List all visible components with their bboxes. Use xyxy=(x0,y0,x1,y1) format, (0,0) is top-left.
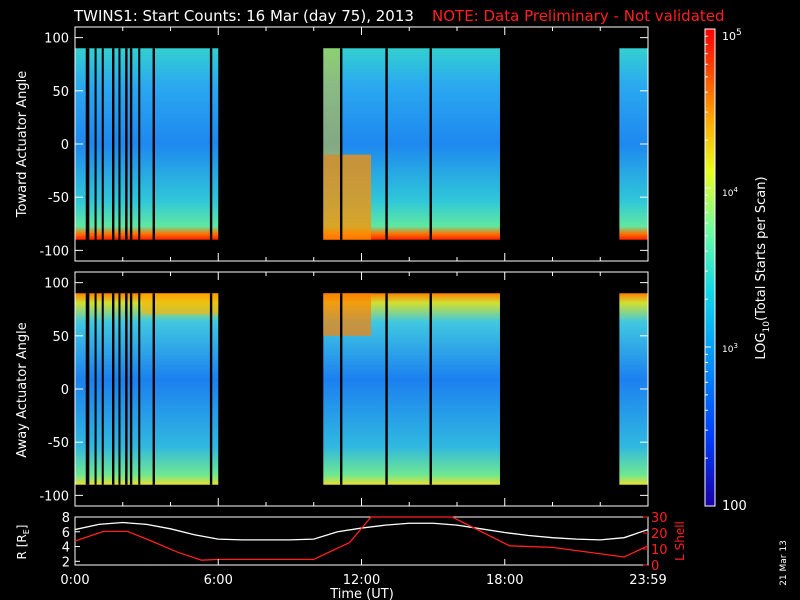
orbit-y-label-sub: E xyxy=(22,529,31,534)
x-tick-label: 23:59 xyxy=(629,573,666,588)
data-gap xyxy=(429,48,432,240)
toward-y-label: Toward Actuator Angle xyxy=(15,71,30,218)
colorbar-low-label: 103 xyxy=(722,342,738,355)
x-axis-label: Time (UT) xyxy=(329,587,394,600)
orbit-line-lshell xyxy=(74,516,649,561)
figure-title: TWINS1: Start Counts: 16 Mar (day 75), 2… xyxy=(73,7,414,25)
orbit-y2-tick-label: 0 xyxy=(651,559,659,574)
event-overlay xyxy=(323,293,372,336)
toward-heatmap xyxy=(75,48,648,240)
colorbar-bottom-label: 100 xyxy=(722,499,747,514)
data-gap xyxy=(118,293,121,485)
colorbar-scale xyxy=(704,28,716,507)
colorbar-ticks xyxy=(705,35,711,507)
preliminary-note: NOTE: Data Preliminary - Not validated xyxy=(432,7,725,25)
data-gap xyxy=(340,293,343,485)
data-gap xyxy=(385,48,388,240)
date-stamp: 21 Mar 13 xyxy=(779,540,789,586)
orbit-y2-tick-label: 10 xyxy=(651,543,668,558)
orbit-y2-tick-label: 20 xyxy=(651,527,668,542)
data-gap xyxy=(385,293,388,485)
colorbar-title: LOG10(Total Starts per Scan) xyxy=(754,176,772,359)
data-gap xyxy=(112,293,115,485)
data-gap xyxy=(85,293,90,485)
y-tick-label: -50 xyxy=(48,436,69,451)
toward-y-axis: 100 50 0 -50 -100 xyxy=(39,27,649,261)
data-gap xyxy=(129,293,133,485)
x-tick-label: 0:00 xyxy=(60,573,89,588)
orbit-y-label-close: ] xyxy=(15,525,29,530)
data-gap xyxy=(94,48,97,240)
y-tick-label: 50 xyxy=(52,85,69,100)
away-y-label: Away Actuator Angle xyxy=(15,322,30,457)
y-tick-label: 100 xyxy=(44,32,69,47)
colorbar-mid-label: 104 xyxy=(722,186,738,199)
data-interval-block xyxy=(75,48,219,240)
away-heatmap xyxy=(75,293,648,485)
data-gap xyxy=(429,293,432,485)
orbit-y2-label: L Shell xyxy=(673,521,687,561)
data-gap xyxy=(101,293,104,485)
event-overlay-upper xyxy=(323,48,341,155)
y-tick-label: 100 xyxy=(44,277,69,292)
data-gap xyxy=(152,293,155,485)
data-interval-block xyxy=(75,293,219,485)
data-gap xyxy=(138,48,141,240)
data-gap xyxy=(138,293,141,485)
event-overlay xyxy=(323,154,372,240)
orbit-y2-tick-label: 30 xyxy=(651,511,668,526)
data-gap xyxy=(94,293,97,485)
x-tick-label: 18:00 xyxy=(486,573,523,588)
y-tick-label: 50 xyxy=(52,330,69,345)
away-y-axis: 100 50 0 -50 -100 xyxy=(39,272,649,506)
orbit-y-tick-label: 2 xyxy=(62,555,70,570)
data-gap xyxy=(152,48,155,240)
data-gap xyxy=(129,48,133,240)
data-gap xyxy=(209,293,213,485)
data-gap xyxy=(340,48,343,240)
y-tick-label: -100 xyxy=(39,489,69,504)
x-tick-label: 12:00 xyxy=(343,573,380,588)
data-gap xyxy=(101,48,104,240)
y-tick-label: -100 xyxy=(39,244,69,259)
data-gap xyxy=(125,48,128,240)
orbit-series xyxy=(74,516,649,561)
away-panel: 100 50 0 -50 -100 Away Actuator Angle xyxy=(15,271,649,507)
data-gap xyxy=(85,48,90,240)
data-gap xyxy=(125,293,128,485)
colorbar: 105 104 103 100 LOG10(Total Starts per S… xyxy=(704,28,772,514)
data-gap xyxy=(118,48,121,240)
orbit-y-tick-label: 8 xyxy=(62,511,70,526)
orbit-line-r xyxy=(74,521,649,541)
orbit-y-label-main: R [R xyxy=(15,534,29,559)
orbit-panel-frame xyxy=(74,516,649,566)
y-tick-label: 0 xyxy=(61,138,69,153)
data-gap xyxy=(112,48,115,240)
toward-panel: 100 50 0 -50 -100 Toward Actuator Angle xyxy=(15,26,649,262)
warm-band xyxy=(141,293,219,315)
data-gap xyxy=(209,48,213,240)
y-tick-label: 0 xyxy=(61,383,69,398)
orbit-y-tick-label: 4 xyxy=(62,541,70,556)
y-tick-label: -50 xyxy=(48,191,69,206)
orbit-y-label: R [RE] xyxy=(15,525,31,560)
x-tick-label: 6:00 xyxy=(204,573,233,588)
orbit-y-tick-label: 6 xyxy=(62,526,70,541)
colorbar-top-label: 105 xyxy=(722,28,742,43)
